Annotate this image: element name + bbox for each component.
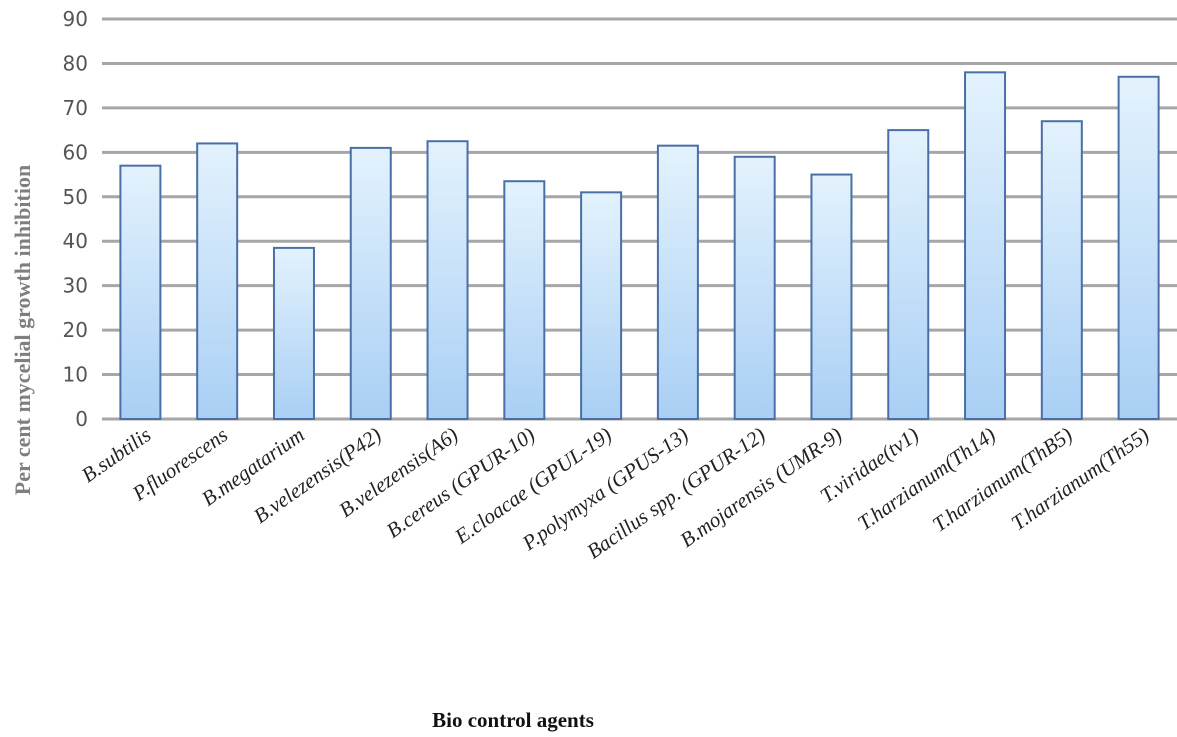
bar bbox=[964, 71, 1007, 420]
bar bbox=[196, 142, 239, 420]
y-tick-label: 70 bbox=[63, 96, 88, 120]
x-tick-label: B.velezensis(P42) bbox=[249, 422, 386, 528]
y-tick-label: 60 bbox=[63, 140, 88, 164]
bar bbox=[119, 164, 162, 420]
y-axis-ticks: 0 10 20 30 40 50 60 70 80 90 bbox=[63, 7, 88, 431]
y-axis-label: Per cent mycelial growth inhibition bbox=[10, 165, 35, 495]
bar bbox=[580, 191, 623, 420]
y-tick-label: 30 bbox=[63, 274, 88, 298]
x-tick-label: T.harzianum(ThB5) bbox=[928, 422, 1077, 536]
x-axis-ticks: B.subtilisP.fluorescensB.megatariumB.vel… bbox=[77, 422, 1154, 563]
bar bbox=[656, 144, 699, 421]
bar bbox=[426, 140, 469, 420]
x-tick-label: T.harzianum(Th14) bbox=[853, 422, 1000, 535]
bar bbox=[272, 246, 315, 420]
y-tick-label: 10 bbox=[63, 363, 88, 387]
bar bbox=[1117, 75, 1160, 421]
bar bbox=[349, 146, 392, 420]
bars bbox=[119, 71, 1160, 421]
y-tick-label: 40 bbox=[63, 229, 88, 253]
y-tick-label: 20 bbox=[63, 318, 88, 342]
bar bbox=[733, 155, 776, 420]
y-tick-label: 90 bbox=[63, 7, 88, 31]
gridlines bbox=[102, 17, 1177, 421]
bar bbox=[887, 129, 930, 420]
y-tick-label: 50 bbox=[63, 185, 88, 209]
x-axis-label: Bio control agents bbox=[432, 708, 594, 732]
y-tick-label: 80 bbox=[63, 51, 88, 75]
y-tick-label: 0 bbox=[75, 407, 88, 431]
bar bbox=[810, 173, 853, 420]
bar bbox=[1040, 120, 1083, 420]
x-tick-label: T.harzianum(Th55) bbox=[1007, 422, 1154, 535]
bar bbox=[503, 180, 546, 420]
